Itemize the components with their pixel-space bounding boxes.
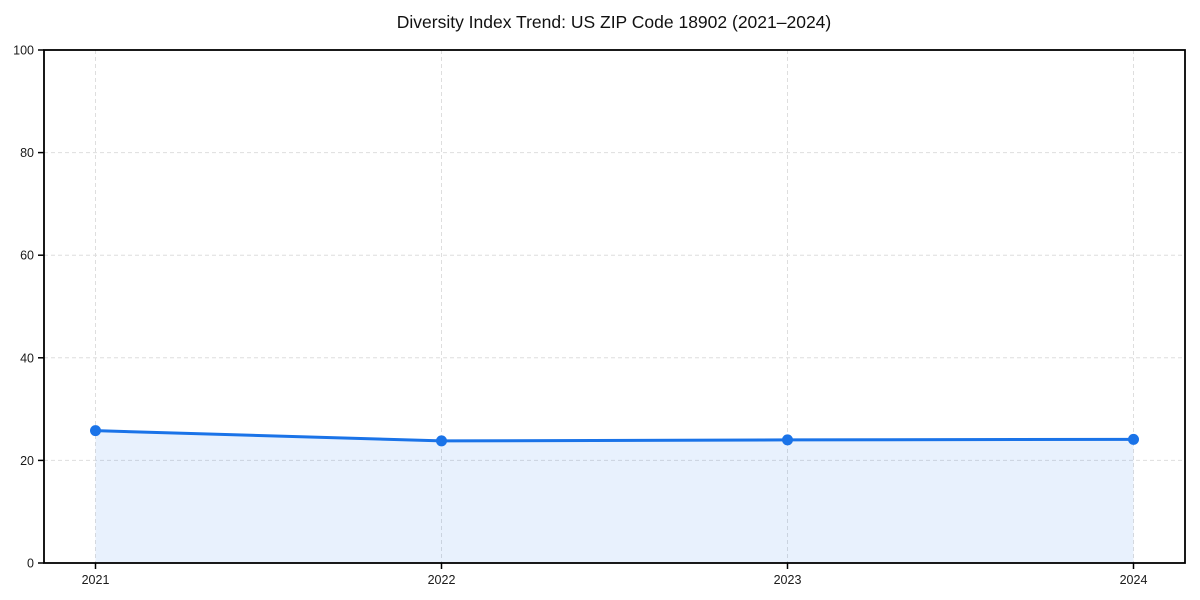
x-tick-label: 2024	[1120, 573, 1148, 587]
data-line	[94, 429, 1135, 443]
data-points	[90, 425, 1139, 447]
data-point	[90, 425, 101, 437]
y-tick-label: 0	[27, 557, 34, 571]
area-fill-shape	[95, 430, 1134, 563]
axes	[38, 49, 1186, 569]
x-tick-label: 2023	[774, 573, 802, 587]
tick-labels: 0 20 40 60 80 100 2021 2022 2023 2024	[13, 44, 1147, 588]
area-fill	[95, 430, 1134, 563]
chart-title: Diversity Index Trend: US ZIP Code 18902…	[397, 12, 832, 32]
trend-line	[94, 429, 1135, 443]
y-tick-label: 60	[20, 249, 34, 263]
x-tick-label: 2021	[82, 573, 110, 587]
data-point	[1128, 433, 1139, 445]
y-tick-label: 80	[20, 146, 34, 160]
gridlines	[44, 50, 1185, 563]
y-tick-label: 20	[20, 454, 34, 468]
data-point	[782, 434, 793, 446]
y-tick-label: 40	[20, 351, 34, 365]
plot-border	[43, 49, 1186, 564]
x-tick-label: 2022	[428, 573, 456, 587]
y-tick-label: 100	[13, 44, 34, 58]
data-point	[436, 435, 447, 447]
